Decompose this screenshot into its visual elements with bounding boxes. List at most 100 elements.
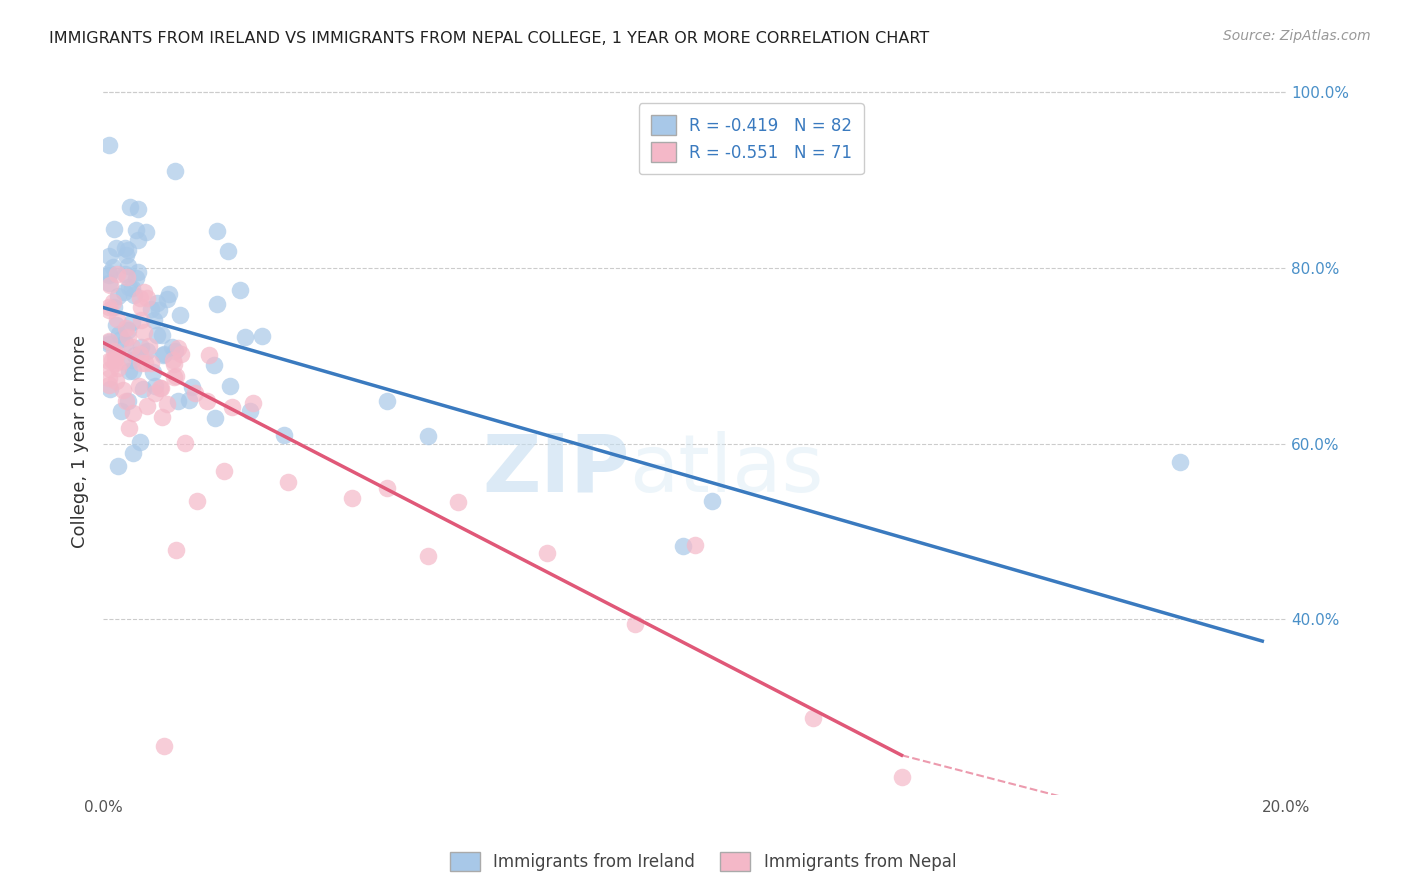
Point	[104, 241, 127, 255]
Point	[801, 711, 824, 725]
Point	[117, 323, 139, 337]
Point	[1168, 455, 1191, 469]
Point	[136, 399, 159, 413]
Point	[98, 138, 121, 153]
Point	[98, 268, 121, 282]
Point	[221, 401, 243, 415]
Point	[165, 369, 187, 384]
Point	[118, 364, 141, 378]
Point	[129, 312, 152, 326]
Point	[163, 343, 186, 358]
Point	[375, 393, 398, 408]
Point	[114, 267, 136, 281]
Point	[98, 361, 121, 376]
Point	[139, 356, 162, 370]
Point	[184, 386, 207, 401]
Point	[122, 406, 145, 420]
Point	[117, 330, 139, 344]
Point	[104, 356, 127, 370]
Point	[125, 271, 148, 285]
Point	[118, 280, 141, 294]
Point	[536, 546, 558, 560]
Point	[142, 313, 165, 327]
Point	[186, 493, 208, 508]
Point	[107, 458, 129, 473]
Point	[103, 222, 125, 236]
Point	[121, 315, 143, 329]
Point	[250, 329, 273, 343]
Point	[156, 292, 179, 306]
Point	[104, 374, 127, 388]
Point	[110, 332, 132, 346]
Point	[98, 303, 121, 318]
Point	[132, 382, 155, 396]
Point	[212, 465, 235, 479]
Point	[139, 301, 162, 316]
Point	[146, 296, 169, 310]
Point	[121, 281, 143, 295]
Legend: R = -0.419   N = 82, R = -0.551   N = 71: R = -0.419 N = 82, R = -0.551 N = 71	[638, 103, 863, 174]
Point	[239, 403, 262, 417]
Point	[418, 429, 440, 443]
Point	[98, 334, 121, 349]
Text: IMMIGRANTS FROM IRELAND VS IMMIGRANTS FROM NEPAL COLLEGE, 1 YEAR OR MORE CORRELA: IMMIGRANTS FROM IRELAND VS IMMIGRANTS FR…	[49, 31, 929, 46]
Point	[153, 347, 176, 361]
Point	[129, 356, 152, 370]
Point	[218, 244, 240, 258]
Point	[103, 344, 125, 359]
Point	[418, 549, 440, 564]
Point	[173, 435, 195, 450]
Point	[127, 202, 149, 216]
Point	[198, 348, 221, 362]
Point	[143, 386, 166, 401]
Point	[204, 410, 226, 425]
Point	[142, 365, 165, 379]
Point	[134, 325, 156, 339]
Point	[98, 277, 121, 292]
Point	[114, 247, 136, 261]
Point	[128, 434, 150, 449]
Point	[127, 233, 149, 247]
Point	[98, 354, 121, 368]
Point	[98, 337, 121, 351]
Point	[683, 538, 706, 552]
Point	[104, 318, 127, 332]
Point	[229, 284, 252, 298]
Point	[163, 164, 186, 178]
Point	[890, 770, 912, 784]
Point	[112, 285, 135, 299]
Point	[124, 348, 146, 362]
Point	[120, 200, 142, 214]
Text: ZIP: ZIP	[482, 431, 630, 508]
Point	[134, 285, 156, 299]
Point	[202, 358, 225, 372]
Point	[101, 260, 124, 274]
Point	[170, 347, 193, 361]
Point	[163, 369, 186, 384]
Point	[98, 277, 121, 291]
Point	[149, 381, 172, 395]
Point	[103, 300, 125, 314]
Point	[152, 409, 174, 424]
Point	[273, 428, 295, 442]
Point	[122, 287, 145, 301]
Point	[340, 491, 363, 506]
Point	[127, 265, 149, 279]
Point	[105, 267, 128, 281]
Point	[121, 340, 143, 354]
Point	[117, 243, 139, 257]
Point	[129, 291, 152, 305]
Point	[149, 381, 172, 395]
Point	[108, 326, 131, 341]
Point	[98, 371, 121, 385]
Point	[205, 224, 228, 238]
Point	[375, 481, 398, 495]
Point	[277, 475, 299, 489]
Point	[117, 394, 139, 409]
Point	[104, 351, 127, 365]
Point	[98, 334, 121, 349]
Point	[166, 341, 188, 355]
Point	[624, 617, 647, 632]
Point	[165, 543, 187, 558]
Point	[117, 259, 139, 273]
